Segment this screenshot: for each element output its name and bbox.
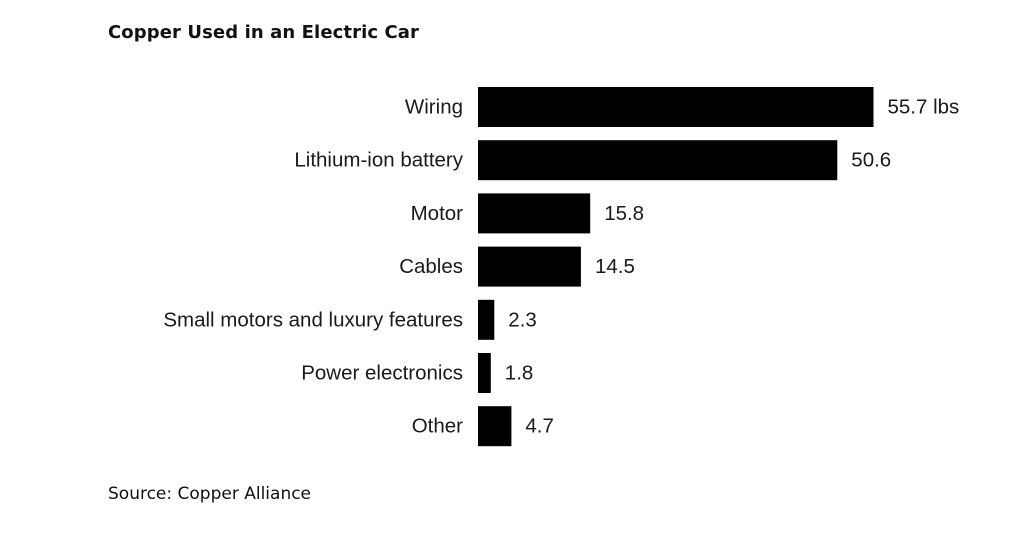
value-label: 1.8 — [505, 362, 534, 385]
value-label: 55.7 lbs — [888, 96, 960, 119]
bar-power-electronics — [478, 353, 491, 393]
bar-wiring — [478, 87, 874, 127]
category-label: Wiring — [405, 96, 463, 119]
bar-small-motors-and-luxury-features — [478, 299, 495, 340]
category-label: Lithium-ion battery — [294, 149, 463, 172]
category-label: Cables — [399, 255, 463, 278]
value-label: 15.8 — [604, 202, 644, 225]
category-label: Motor — [411, 202, 464, 225]
chart-title: Copper Used in an Electric Car — [108, 22, 420, 43]
category-label: Power electronics — [301, 362, 463, 385]
chart-source: Source: Copper Alliance — [108, 484, 312, 504]
bar-cables — [478, 246, 581, 287]
bar-motor — [478, 193, 591, 234]
bar-lithium-ion-battery — [478, 140, 838, 181]
value-label: 4.7 — [525, 415, 554, 438]
category-label: Other — [412, 415, 463, 438]
value-label: 50.6 — [851, 149, 891, 172]
category-label: Small motors and luxury features — [163, 308, 463, 331]
value-label: 2.3 — [508, 308, 537, 331]
value-label: 14.5 — [595, 255, 635, 278]
bar-other — [478, 406, 512, 447]
